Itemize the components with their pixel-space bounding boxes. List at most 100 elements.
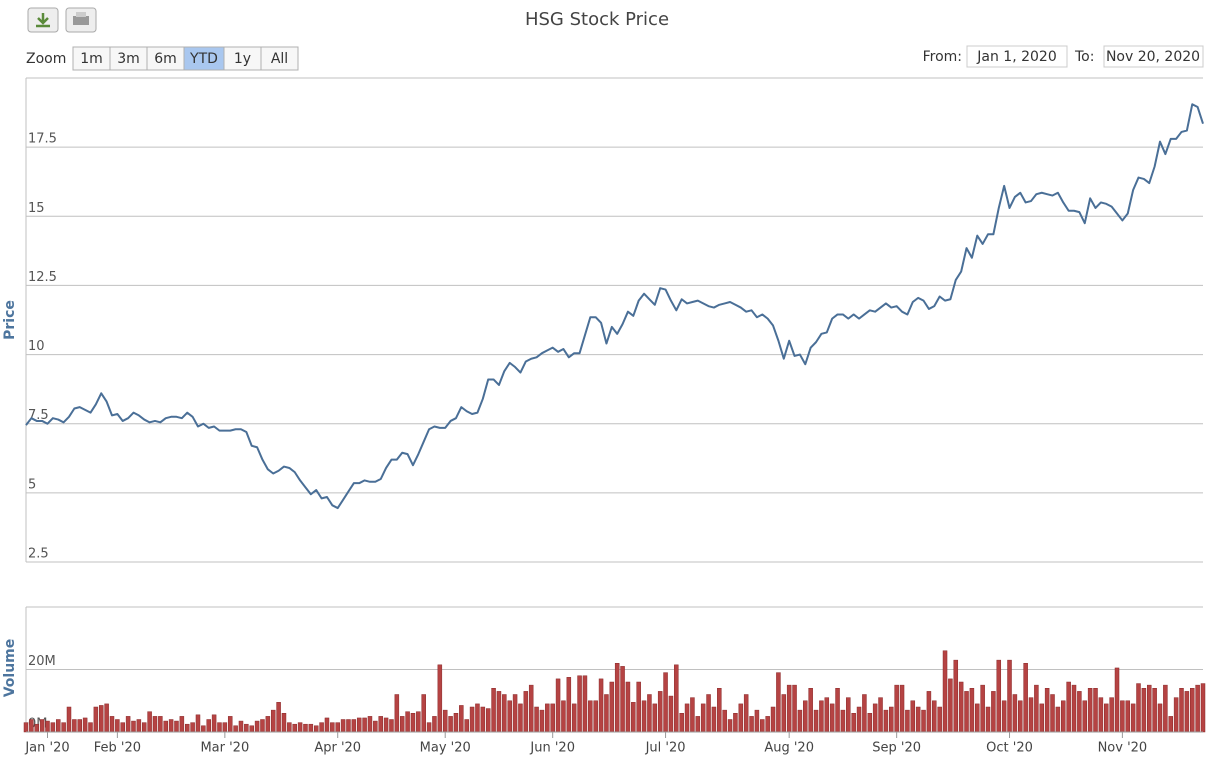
volume-bar <box>523 691 529 733</box>
volume-bar <box>1044 688 1050 733</box>
volume-bar <box>1012 694 1018 733</box>
print-button[interactable] <box>65 7 97 33</box>
volume-bar <box>512 694 518 733</box>
volume-bar <box>351 719 357 733</box>
from-input-box[interactable] <box>966 45 1068 68</box>
volume-bar <box>679 713 684 733</box>
x-tick-label: Nov '20 <box>1098 741 1148 756</box>
zoom-button-label[interactable]: 1y <box>234 51 251 67</box>
volume-bar <box>389 719 394 733</box>
volume-bar <box>276 702 281 733</box>
volume-bar <box>738 703 744 733</box>
volume-bar <box>996 659 1002 733</box>
volume-bar <box>1200 683 1206 733</box>
volume-bar <box>1007 659 1012 733</box>
chart-title: HSG Stock Price <box>525 9 669 30</box>
volume-bar <box>1173 697 1179 733</box>
volume-bar <box>926 691 932 733</box>
volume-bar <box>985 706 991 733</box>
volume-bar <box>308 723 314 733</box>
volume-bar <box>82 717 88 733</box>
to-input-box[interactable] <box>1103 45 1204 68</box>
volume-bar <box>437 664 443 733</box>
x-tick-label: Sep '20 <box>872 741 921 756</box>
volume-bar <box>1018 700 1023 733</box>
volume-bar <box>878 697 883 733</box>
volume-bar <box>152 716 158 733</box>
volume-bar <box>77 719 82 733</box>
y-axis-title: Volume <box>2 639 18 698</box>
volume-bar <box>459 705 464 733</box>
zoom-button-label[interactable]: 1m <box>80 51 103 67</box>
download-button[interactable] <box>27 7 59 33</box>
volume-bar <box>88 722 93 733</box>
volume-bar <box>717 688 722 733</box>
zoom-button-label[interactable]: All <box>271 51 288 67</box>
zoom-button[interactable] <box>260 46 299 71</box>
volume-bar <box>98 705 104 733</box>
volume-bar <box>824 697 830 733</box>
volume-bar <box>932 700 937 733</box>
volume-bar <box>674 664 679 733</box>
volume-bar <box>620 666 625 733</box>
x-tick-label: Jun '20 <box>529 741 575 756</box>
volume-bar <box>1039 703 1045 733</box>
volume-bar <box>394 694 400 733</box>
volume-bar <box>566 677 572 733</box>
volume-bar <box>109 716 115 733</box>
volume-bar <box>760 719 765 733</box>
volume-bar <box>528 684 534 733</box>
volume-bar <box>244 723 249 733</box>
volume-bar <box>23 722 29 733</box>
volume-bar <box>1066 681 1071 733</box>
volume-bar <box>469 706 475 733</box>
volume-bar <box>485 708 491 733</box>
volume-bar <box>1061 700 1066 733</box>
volume-bar <box>1195 684 1200 733</box>
volume-bar <box>1023 663 1028 733</box>
x-tick-label: Aug '20 <box>764 741 814 756</box>
zoom-label: Zoom <box>26 51 66 67</box>
volume-bar <box>270 709 276 733</box>
volume-bar <box>1055 706 1061 733</box>
volume-bar <box>356 717 362 733</box>
to-input[interactable]: Nov 20, 2020 <box>1106 49 1200 65</box>
zoom-button-label[interactable]: 6m <box>154 51 177 67</box>
volume-bar <box>829 703 835 733</box>
price-line <box>25 103 1204 510</box>
volume-bar <box>303 723 308 733</box>
volume-bar <box>147 711 152 733</box>
volume-bar <box>1157 703 1163 733</box>
volume-bar <box>749 716 754 733</box>
volume-bar <box>1001 700 1007 733</box>
volume-bar <box>609 681 615 733</box>
volume-bar <box>684 703 690 733</box>
volume-bar <box>330 722 335 733</box>
zoom-button-label[interactable]: 3m <box>117 51 140 67</box>
volume-bar <box>66 706 72 733</box>
volume-bar <box>1028 697 1034 733</box>
x-tick-label: Mar '20 <box>200 741 249 756</box>
volume-bar <box>636 681 641 733</box>
volume-bar <box>136 719 142 733</box>
volume-bar <box>1179 688 1184 733</box>
volume-bar <box>313 725 319 733</box>
volume-bar <box>545 703 550 733</box>
volume-bar <box>872 703 878 733</box>
volume-bar <box>217 722 222 733</box>
volume-bar <box>652 703 658 733</box>
volume-bar <box>835 688 840 733</box>
volume-bar <box>426 722 432 733</box>
volume-bar <box>421 694 426 733</box>
volume-bar <box>1141 688 1147 733</box>
volume-bar <box>491 688 496 733</box>
from-input[interactable]: Jan 1, 2020 <box>976 49 1056 65</box>
volume-bar <box>743 694 749 733</box>
volume-bar <box>507 700 512 733</box>
volume-bar <box>518 703 523 733</box>
volume-bar <box>1130 703 1136 733</box>
volume-bar <box>1114 667 1120 733</box>
zoom-button-label[interactable]: YTD <box>189 51 218 67</box>
volume-bar <box>958 681 964 733</box>
y-tick-label: 12.5 <box>28 270 57 285</box>
